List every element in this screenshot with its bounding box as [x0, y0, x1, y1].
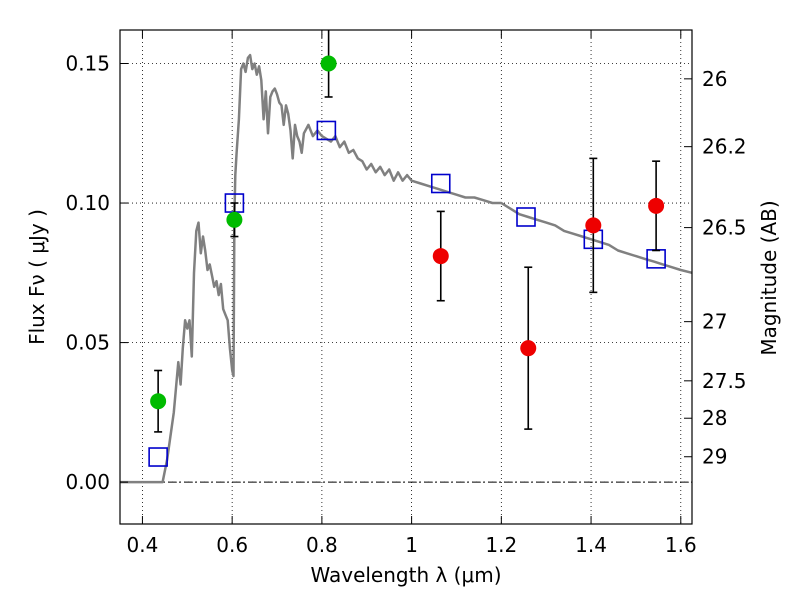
observed-photometry-point	[585, 217, 602, 234]
x-axis-ticks: 0.4 0.6 0.8 1 1.2 1.4 1.6	[127, 30, 697, 557]
model-photometry-square	[430, 173, 451, 194]
x-tick-label: 0.4	[127, 533, 159, 557]
y-tick-label: 0.15	[65, 51, 110, 75]
x-axis-label: Wavelength λ (μm)	[310, 563, 501, 587]
x-tick-label: 1.4	[575, 533, 607, 557]
right-axis-label: Magnitude (AB)	[757, 200, 781, 355]
observed-photometry-point	[226, 211, 243, 228]
right-tick-label: 27.5	[702, 369, 747, 393]
observed-photometry-point	[520, 340, 537, 357]
y-axis-ticks: 0.00 0.05 0.10 0.15	[65, 51, 128, 494]
right-tick-label: 26.2	[702, 135, 747, 159]
observed-photometry-point	[150, 393, 167, 410]
model-spectrum-layer	[120, 53, 693, 484]
model-photometry-square	[148, 447, 168, 467]
right-tick-label: 29	[702, 445, 727, 469]
model-spectrum-line	[120, 53, 693, 484]
right-tick-label: 26.5	[702, 216, 747, 240]
x-tick-label: 0.8	[306, 533, 338, 557]
x-tick-label: 1.2	[485, 533, 517, 557]
model-photometry-square	[316, 120, 337, 141]
x-tick-label: 1.6	[665, 533, 697, 557]
observed-photometry-layer	[150, 55, 665, 410]
right-axis-ticks: 26 26.2 26.5 27 27.5 28 29	[684, 67, 747, 469]
y-tick-label: 0.10	[65, 191, 110, 215]
observed-photometry-point	[648, 197, 665, 214]
right-tick-label: 26	[702, 67, 727, 91]
right-tick-label: 28	[702, 406, 727, 430]
plot-area-background	[120, 30, 692, 524]
model-photometry-square	[516, 207, 536, 227]
observed-photometry-point	[320, 55, 337, 72]
plot-frame	[119, 29, 693, 525]
observed-photometry-point	[432, 248, 449, 265]
right-tick-label: 27	[702, 310, 727, 334]
x-tick-label: 1	[405, 533, 418, 557]
y-axis-label: Flux Fν ( μJy )	[25, 209, 49, 345]
y-tick-label: 0.05	[65, 331, 110, 355]
x-tick-label: 0.6	[216, 533, 248, 557]
y-tick-label: 0.00	[65, 470, 110, 494]
